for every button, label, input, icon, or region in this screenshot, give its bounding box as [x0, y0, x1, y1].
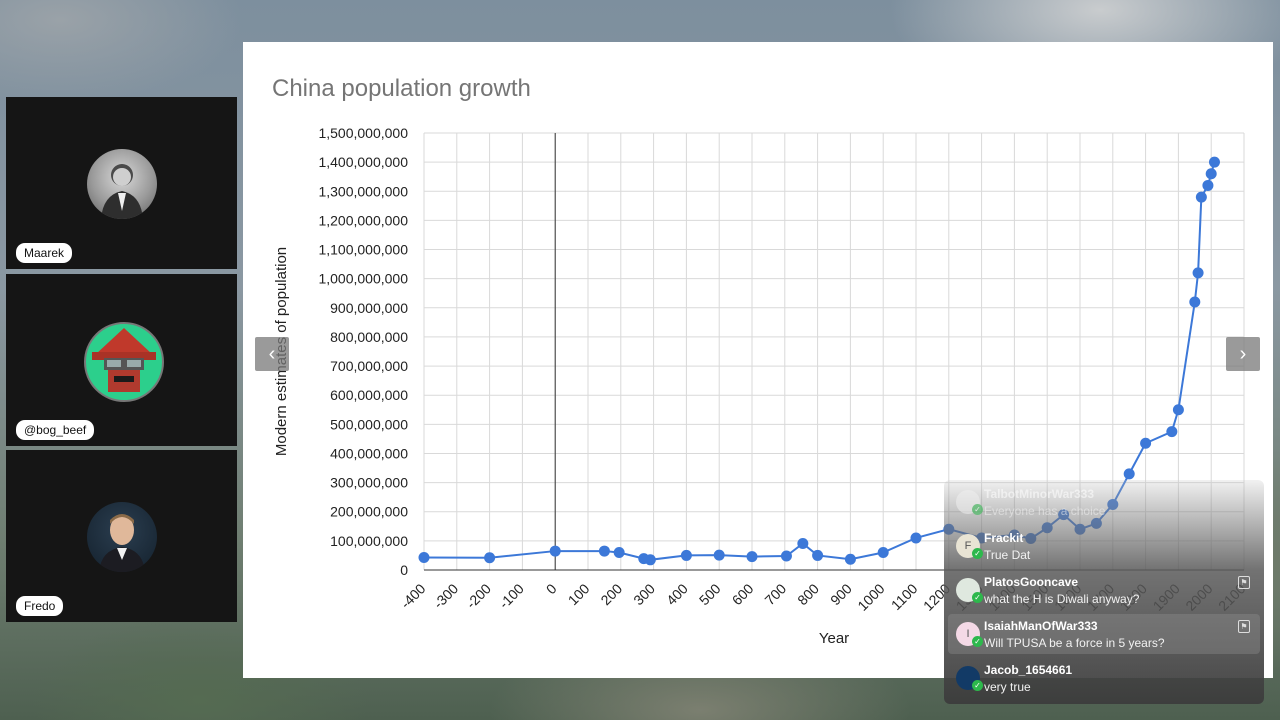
chart-title: China population growth: [272, 75, 531, 102]
data-point: [1166, 426, 1178, 438]
chevron-left-icon: ‹: [268, 343, 276, 365]
x-tick-label: 200: [597, 580, 625, 608]
data-point: [613, 547, 625, 559]
data-point: [484, 552, 496, 564]
pixel-wizard-icon: [83, 322, 164, 402]
y-tick-label: 1,100,000,000: [318, 242, 408, 258]
participant-tile-bog-beef[interactable]: @bog_beef: [6, 274, 237, 446]
verified-badge-icon: ✓: [972, 592, 983, 603]
x-tick-label: 900: [827, 580, 855, 608]
chat-username: TalbotMinorWar333: [984, 487, 1095, 501]
data-point: [1205, 168, 1217, 180]
data-point: [549, 545, 561, 557]
y-tick-label: 1,200,000,000: [318, 212, 408, 228]
chat-text: Everyone has a choice: [984, 504, 1106, 518]
x-tick-label: -200: [463, 580, 494, 611]
next-slide-button[interactable]: ›: [1226, 337, 1260, 371]
participant-tile-fredo[interactable]: Fredo: [6, 450, 237, 622]
y-tick-label: 1,500,000,000: [318, 125, 408, 141]
y-tick-label: 200,000,000: [330, 504, 408, 520]
data-point: [1172, 404, 1184, 416]
data-point: [680, 549, 692, 561]
x-tick-label: 300: [630, 580, 658, 608]
y-tick-label: 1,300,000,000: [318, 183, 408, 199]
x-tick-label: 800: [794, 580, 822, 608]
chat-message[interactable]: F ✓ Frackit True Dat: [948, 526, 1260, 566]
x-tick-label: 1100: [888, 580, 921, 613]
data-point: [877, 547, 889, 559]
y-tick-label: 100,000,000: [330, 533, 408, 549]
chat-username: PlatosGooncave: [984, 575, 1079, 589]
x-tick-label: 400: [663, 580, 691, 608]
data-point: [844, 553, 856, 565]
data-point: [1195, 191, 1207, 203]
verified-badge-icon: ✓: [972, 680, 983, 691]
data-point: [1192, 267, 1204, 279]
x-tick-label: 0: [543, 580, 560, 597]
participant-name: Fredo: [16, 596, 64, 616]
y-tick-label: 600,000,000: [330, 387, 408, 403]
chat-username: IsaiahManOfWar333: [984, 619, 1098, 633]
data-point: [780, 550, 792, 562]
x-tick-label: 100: [565, 580, 593, 608]
data-point: [1123, 468, 1135, 480]
x-tick-label: -400: [397, 580, 428, 611]
verified-badge-icon: ✓: [972, 636, 983, 647]
chat-message[interactable]: ✓ Jacob_1654661 very true: [948, 658, 1260, 698]
y-tick-label: 900,000,000: [330, 300, 408, 316]
y-tick-label: 1,400,000,000: [318, 154, 408, 170]
y-tick-label: 400,000,000: [330, 445, 408, 461]
flag-icon[interactable]: ⚑: [1238, 576, 1250, 589]
data-point: [418, 551, 430, 563]
chevron-right-icon: ›: [1239, 343, 1247, 365]
data-point: [1140, 437, 1152, 449]
flag-icon[interactable]: ⚑: [1238, 620, 1250, 633]
y-tick-label: 500,000,000: [330, 416, 408, 432]
chat-message[interactable]: ✓ TalbotMinorWar333 Everyone has a choic…: [948, 482, 1260, 522]
y-tick-label: 1,000,000,000: [318, 271, 408, 287]
data-point: [598, 545, 610, 557]
chat-message[interactable]: ✓ PlatosGooncave what the H is Diwali an…: [948, 570, 1260, 610]
x-tick-label: -300: [430, 580, 461, 611]
chat-panel[interactable]: ✓ TalbotMinorWar333 Everyone has a choic…: [944, 480, 1264, 704]
y-tick-label: 300,000,000: [330, 475, 408, 491]
prev-slide-button[interactable]: ‹: [255, 337, 289, 371]
y-tick-label: 800,000,000: [330, 329, 408, 345]
verified-badge-icon: ✓: [972, 504, 983, 515]
chat-text: True Dat: [984, 548, 1031, 562]
chat-text: very true: [984, 680, 1031, 694]
chat-message[interactable]: I ✓ IsaiahManOfWar333 Will TPUSA be a fo…: [948, 614, 1260, 654]
x-tick-label: -100: [496, 580, 527, 611]
chat-text: Will TPUSA be a force in 5 years?: [984, 636, 1165, 650]
data-point: [746, 551, 758, 563]
x-axis-label: Year: [819, 630, 849, 647]
data-point: [713, 549, 725, 561]
x-tick-label: 1000: [854, 580, 887, 613]
chat-text: what the H is Diwali anyway?: [984, 592, 1140, 606]
data-point: [910, 532, 922, 544]
x-tick-label: 500: [696, 580, 724, 608]
data-point: [797, 537, 809, 549]
portrait-photo-icon: [86, 502, 157, 572]
participant-name: Maarek: [16, 243, 73, 263]
data-point: [812, 549, 824, 561]
participant-name: @bog_beef: [16, 420, 95, 440]
chat-username: Frackit: [984, 531, 1024, 545]
portrait-photo-icon: [86, 149, 157, 219]
chat-username: Jacob_1654661: [984, 663, 1073, 677]
data-point: [1189, 296, 1201, 308]
user-avatar: I: [956, 622, 980, 646]
y-tick-label: 0: [400, 562, 408, 578]
data-point: [644, 554, 656, 566]
y-tick-label: 700,000,000: [330, 358, 408, 374]
data-point: [1208, 156, 1220, 168]
data-point: [1202, 179, 1214, 191]
participant-tile-maarek[interactable]: Maarek: [6, 97, 237, 269]
verified-badge-icon: ✓: [972, 548, 983, 559]
x-tick-label: 700: [761, 580, 789, 608]
x-tick-label: 600: [729, 580, 757, 608]
